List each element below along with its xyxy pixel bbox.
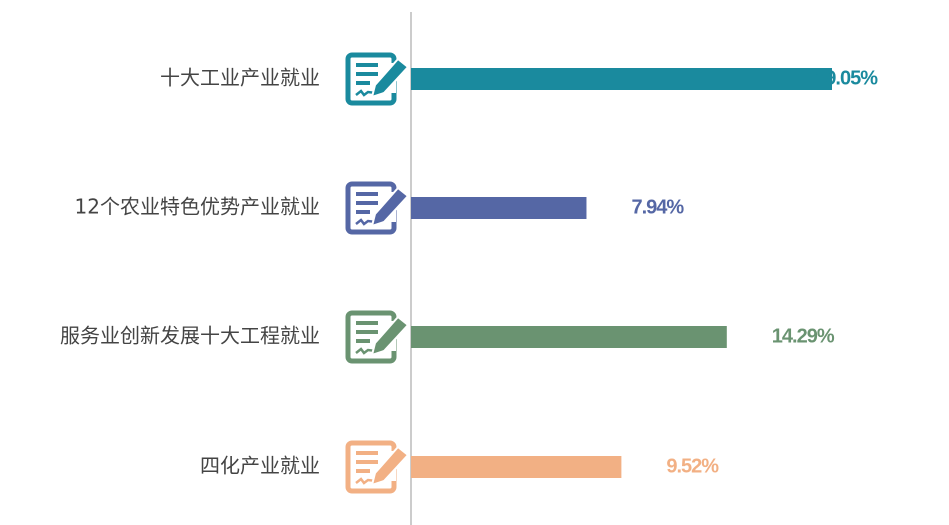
bar [411,197,587,219]
category-label: 服务业创新发展十大工程就业 [60,324,320,348]
bar [411,326,727,348]
icon-scribble [355,347,377,355]
category-label: 十大工业产业就业 [160,66,320,90]
icon-scribble [355,477,377,485]
value-label: 9.52% [666,455,719,477]
icon-pencil [370,315,410,357]
icon [345,440,410,494]
value-label: 7.94% [631,196,684,218]
value-label: 14.29% [772,325,835,347]
bar [411,456,622,478]
icon-scribble [355,89,377,97]
bar [411,68,832,90]
icon-scribble [355,218,377,226]
icon-pencil [370,57,410,99]
category-label: 12个农业特色优势产业就业 [75,195,320,219]
icon [345,52,410,106]
value-label: 19.05% [815,67,878,89]
icon [345,310,410,364]
category-label: 四化产业就业 [200,454,320,478]
icon [345,181,410,235]
icon-pencil [370,445,410,487]
icon-pencil [370,186,410,228]
